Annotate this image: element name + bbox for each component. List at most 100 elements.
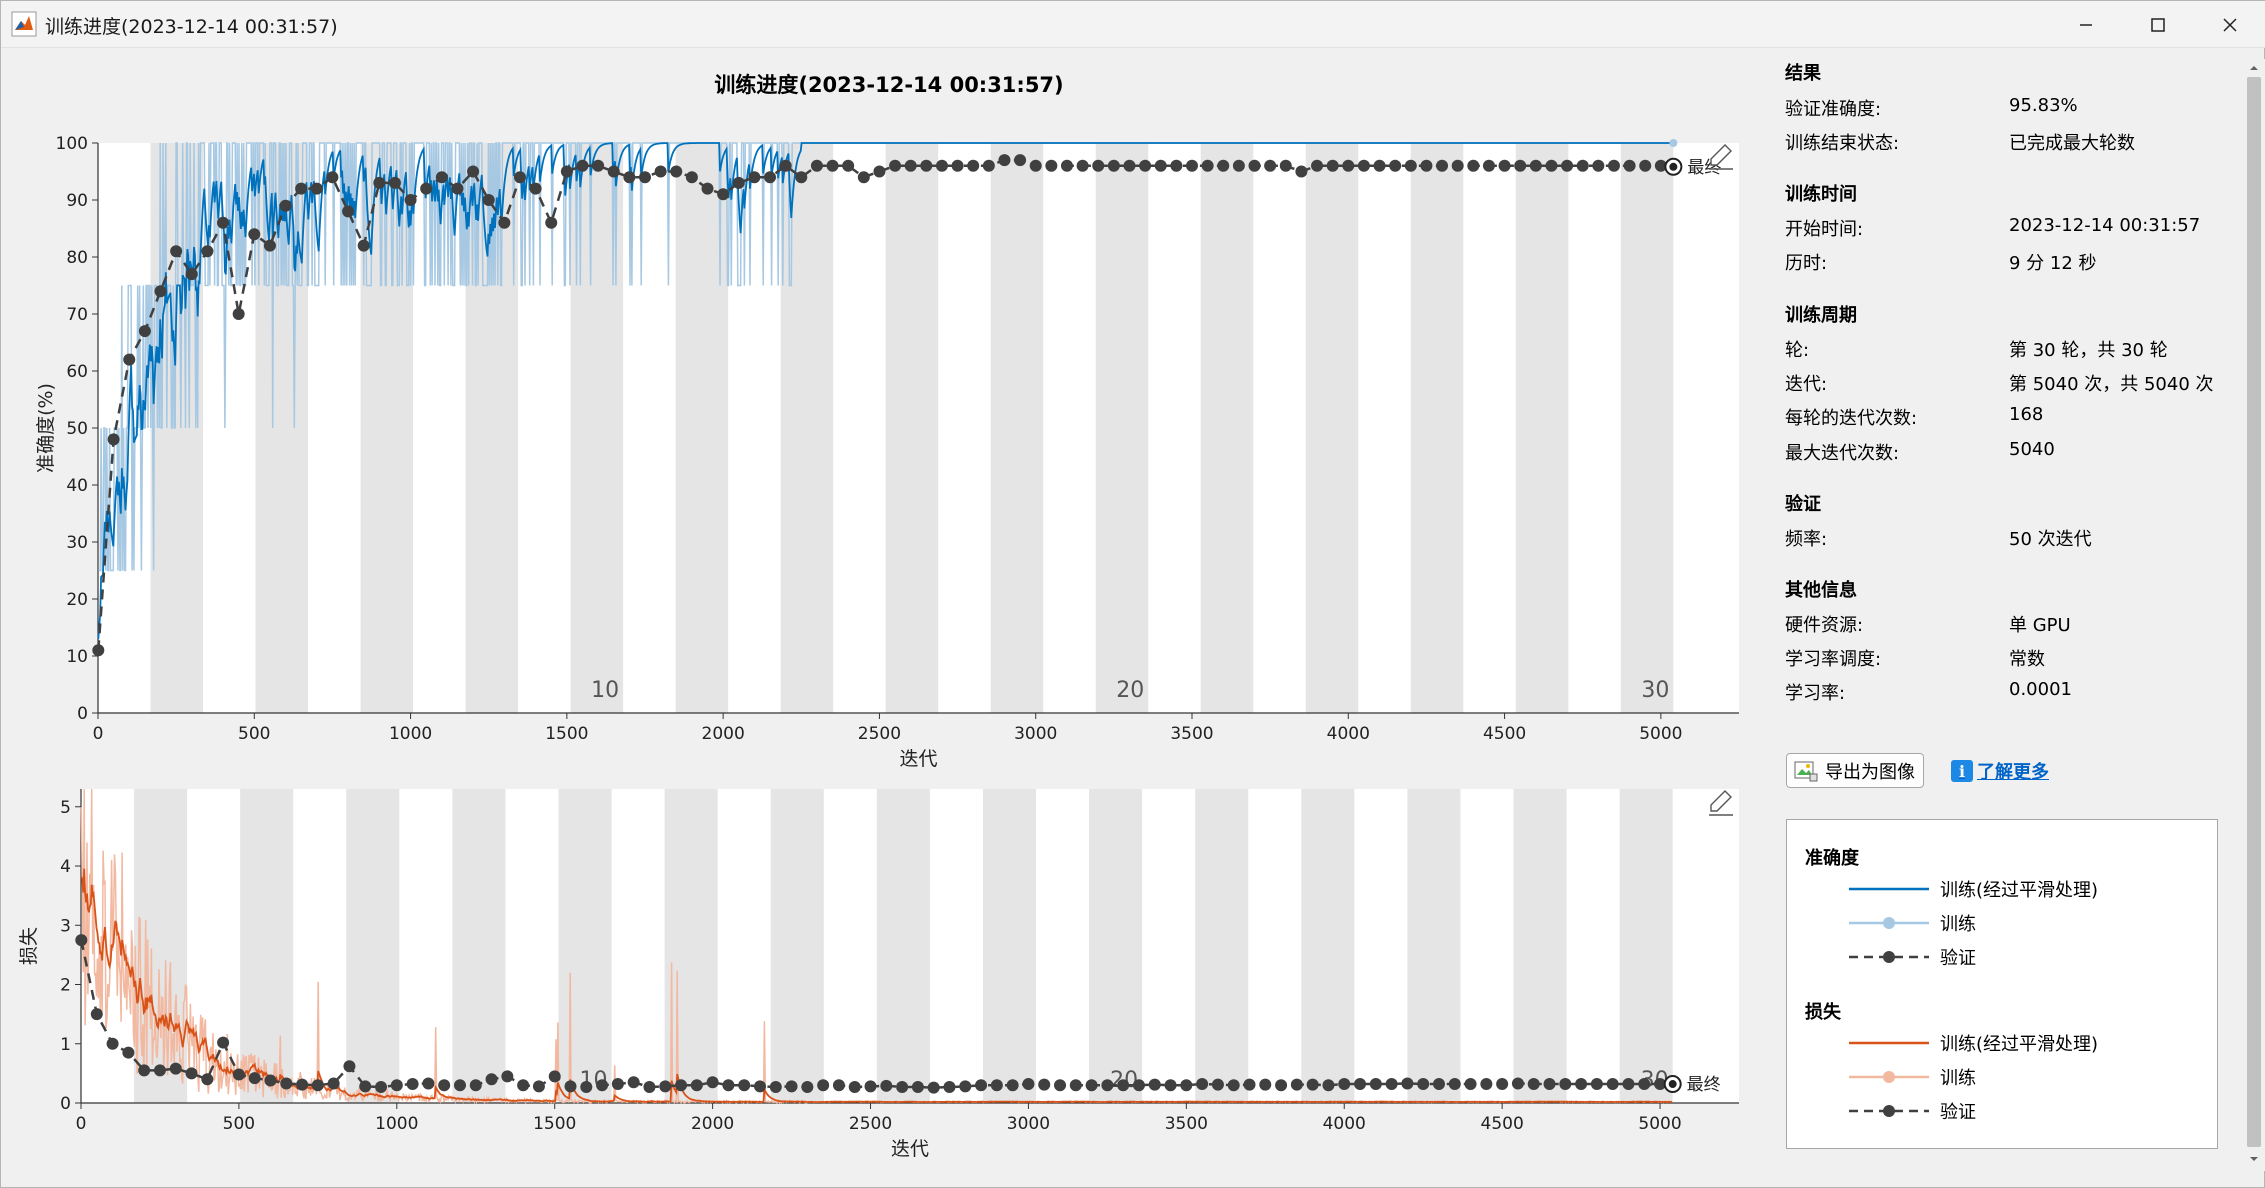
maximize-button[interactable]	[2125, 1, 2191, 48]
start-time-label: 开始时间:	[1785, 219, 1864, 240]
loss-validation-point	[832, 1079, 845, 1092]
accuracy-validation-point	[357, 239, 370, 252]
accuracy-validation-point	[935, 159, 948, 172]
loss-validation-point	[422, 1077, 435, 1090]
accuracy-xtick-label: 500	[238, 724, 270, 744]
elapsed-label: 历时:	[1785, 253, 1828, 274]
end-state-value: 已完成最大轮数	[2009, 133, 2135, 154]
loss-validation-point	[911, 1081, 924, 1094]
accuracy-xtick-label: 2000	[702, 724, 745, 744]
accuracy-xtick-label: 0	[93, 724, 104, 744]
loss-y-axis-label: 损失	[18, 927, 40, 965]
loss-validation-point	[438, 1079, 451, 1092]
title-bar[interactable]: 训练进度(2023-12-14 00:31:57)	[1, 1, 2265, 48]
loss-validation-point	[611, 1078, 624, 1091]
accuracy-edit-plot-icon	[1710, 144, 1732, 166]
loss-validation-point	[896, 1081, 909, 1094]
minimize-icon	[2080, 23, 2092, 26]
accuracy-validation-point	[1029, 159, 1042, 172]
maximize-icon	[2151, 17, 2165, 32]
accuracy-ytick-label: 20	[66, 590, 88, 610]
accuracy-final-train-marker	[1669, 139, 1678, 147]
accuracy-validation-point	[1139, 159, 1152, 172]
learn-more-link[interactable]: i 了解更多	[1951, 758, 2049, 784]
loss-validation-point	[643, 1081, 656, 1094]
loss-validation-point	[785, 1080, 798, 1093]
accuracy-validation-point	[639, 171, 651, 184]
end-state-label: 训练结束状态:	[1785, 133, 1900, 154]
loss-validation-point	[248, 1072, 261, 1085]
loss-validation-point	[138, 1064, 151, 1077]
close-button[interactable]	[2197, 1, 2263, 48]
accuracy-epoch-label: 30	[1641, 678, 1669, 703]
epoch-label: 轮:	[1785, 340, 1810, 361]
loss-epoch-band	[664, 789, 718, 1103]
minimize-button[interactable]	[2053, 1, 2119, 48]
loss-validation-point	[153, 1064, 166, 1077]
accuracy-validation-point	[1295, 165, 1308, 178]
loss-validation-point	[1369, 1078, 1382, 1091]
accuracy-validation-point	[1592, 159, 1605, 172]
loss-validation-point	[201, 1073, 214, 1086]
scroll-up-icon[interactable]	[2248, 62, 2260, 74]
vertical-scrollbar[interactable]	[2243, 59, 2265, 1171]
loss-validation-point	[722, 1079, 735, 1092]
accuracy-validation-point	[1076, 159, 1089, 172]
accuracy-validation-point	[1264, 159, 1277, 172]
loss-epoch-band	[876, 789, 930, 1103]
accuracy-validation-point	[451, 182, 464, 195]
iter-per-epoch-label: 每轮的迭代次数:	[1785, 408, 1918, 429]
info-icon: i	[1951, 760, 1973, 782]
loss-ytick-label: 1	[60, 1035, 71, 1055]
accuracy-epoch-label: 20	[1116, 678, 1144, 703]
accuracy-validation-point	[889, 159, 902, 172]
loss-ytick-label: 2	[60, 976, 71, 996]
loss-validation-point	[1385, 1078, 1398, 1091]
loss-validation-point	[327, 1077, 340, 1090]
accuracy-epoch-band	[1620, 143, 1674, 713]
loss-epoch-band	[1513, 789, 1567, 1103]
accuracy-validation-point	[295, 182, 308, 195]
validation-heading: 验证	[1785, 494, 1821, 515]
hardware-value: 单 GPU	[2009, 615, 2071, 636]
accuracy-validation-point	[748, 171, 761, 184]
export-button-label: 导出为图像	[1825, 761, 1915, 783]
loss-validation-point	[296, 1078, 309, 1091]
loss-validation-point	[1496, 1078, 1509, 1091]
loss-validation-point	[359, 1080, 372, 1093]
accuracy-validation-point	[498, 216, 511, 229]
loss-validation-point	[1117, 1079, 1130, 1092]
loss-validation-point	[690, 1079, 703, 1092]
accuracy-validation-point	[1186, 159, 1198, 172]
loss-validation-point	[1069, 1079, 1082, 1092]
learn-more-label: 了解更多	[1977, 762, 2049, 783]
legend-accuracy-heading: 准确度	[1805, 848, 1859, 869]
training-cycle-heading: 训练周期	[1785, 305, 1857, 326]
loss-validation-point	[453, 1079, 466, 1092]
legend-loss-val-label: 验证	[1940, 1102, 1976, 1123]
loss-validation-point	[1354, 1078, 1367, 1091]
accuracy-validation-point	[1045, 159, 1058, 172]
accuracy-epoch-band	[1410, 143, 1464, 713]
matlab-icon	[11, 11, 37, 37]
accuracy-xtick-label: 3500	[1170, 724, 1213, 744]
accuracy-validation-point	[92, 644, 105, 657]
accuracy-ytick-label: 70	[66, 305, 88, 325]
scroll-down-icon[interactable]	[2248, 1153, 2260, 1165]
accuracy-xtick-label: 4500	[1483, 724, 1526, 744]
accuracy-validation-point	[513, 171, 526, 184]
loss-validation-point	[280, 1077, 293, 1090]
loss-validation-point	[1006, 1079, 1019, 1092]
accuracy-validation-point	[1514, 159, 1527, 172]
scroll-thumb[interactable]	[2247, 77, 2261, 1147]
loss-validation-point	[753, 1080, 766, 1093]
loss-validation-point	[1227, 1079, 1240, 1092]
accuracy-validation-point	[1545, 159, 1558, 172]
loss-epoch-band	[346, 789, 400, 1103]
loss-validation-point	[1480, 1078, 1493, 1091]
loss-epoch-band	[1089, 789, 1143, 1103]
accuracy-validation-point	[482, 194, 495, 206]
accuracy-final-validation-dot	[1669, 162, 1678, 171]
export-image-button[interactable]: 导出为图像	[1786, 753, 1924, 788]
